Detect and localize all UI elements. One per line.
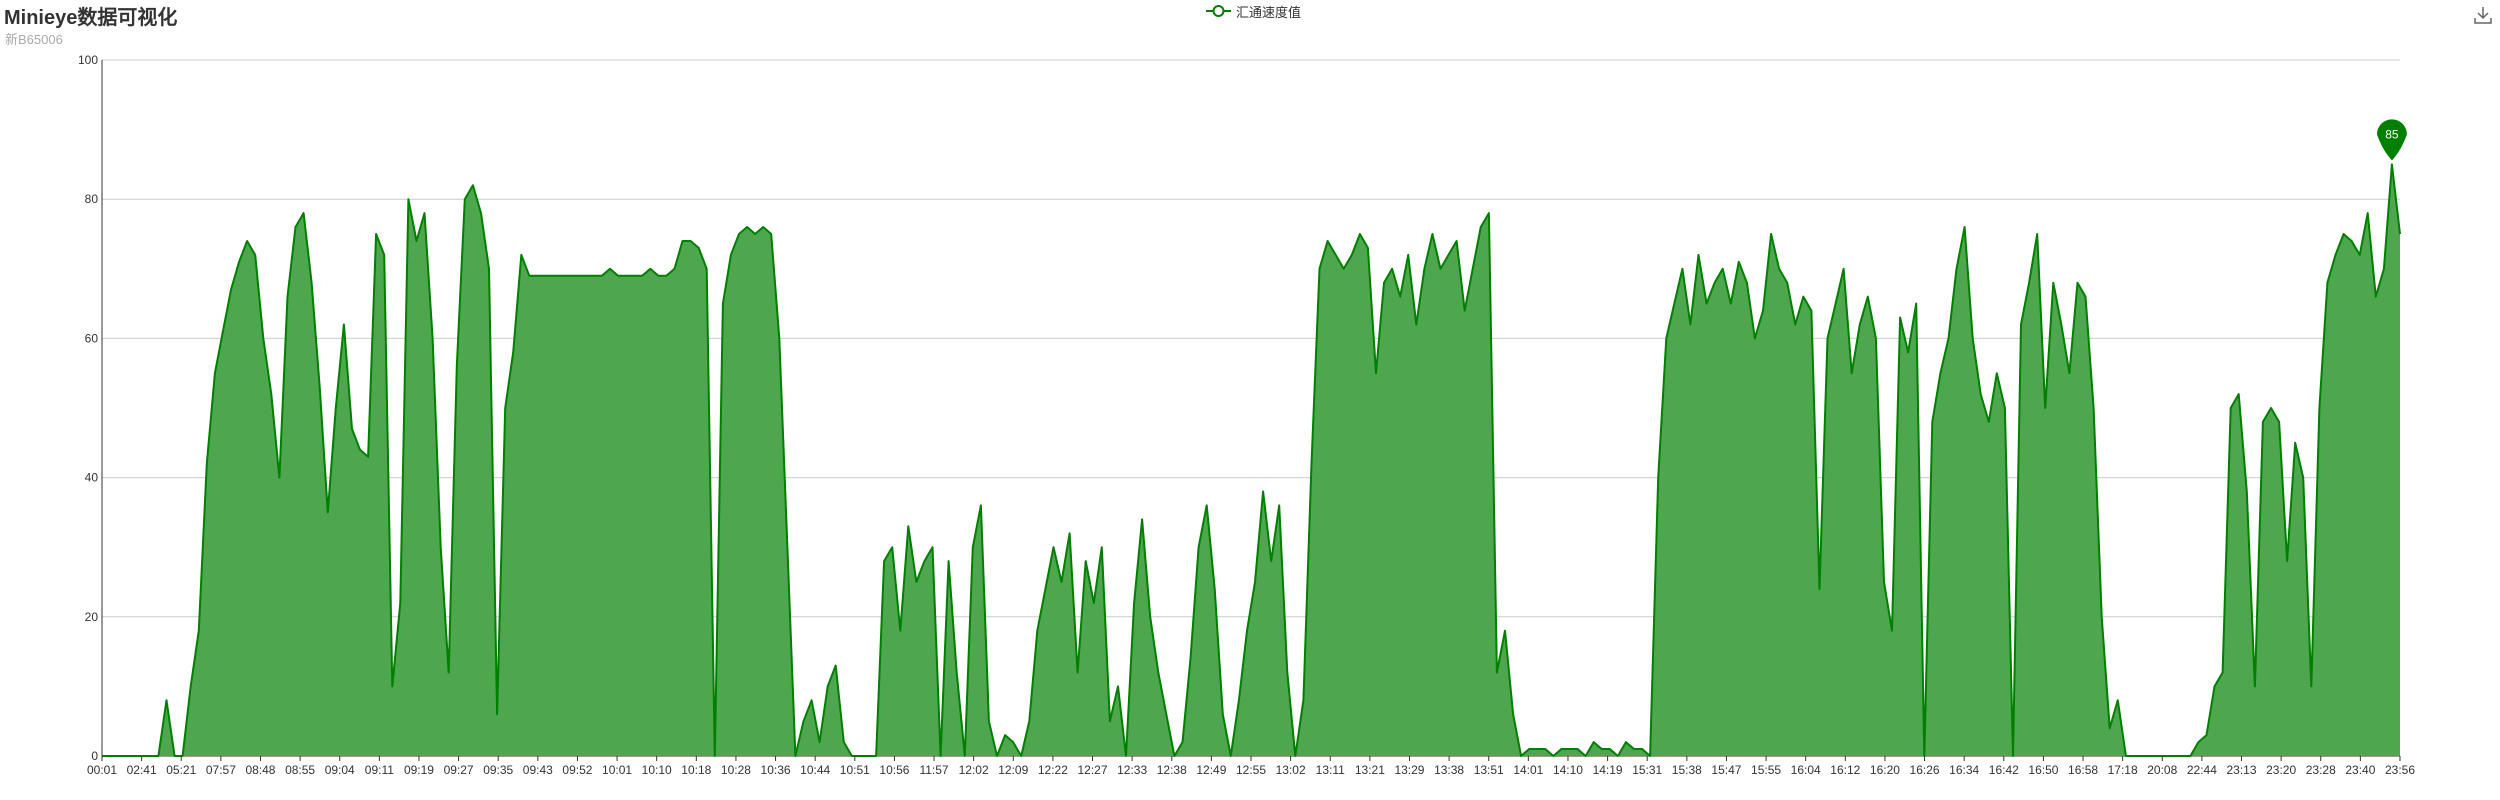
x-tick-label: 15:55 (1751, 763, 1781, 777)
y-tick-label: 0 (91, 749, 98, 763)
chart-title: Minieye数据可视化 (4, 7, 178, 29)
x-tick-label: 16:04 (1791, 763, 1821, 777)
x-tick-labels: 00:01 02:41 05:21 07:57 08:48 08:55 09:04 09:11… (87, 756, 2415, 777)
x-tick-label: 13:51 (1474, 763, 1504, 777)
x-tick-label: 07:57 (206, 763, 236, 777)
x-tick-label: 13:02 (1276, 763, 1306, 777)
x-tick-label: 10:51 (840, 763, 870, 777)
y-tick-label: 20 (85, 610, 99, 624)
x-tick-label: 12:22 (1038, 763, 1068, 777)
x-tick-label: 13:38 (1434, 763, 1464, 777)
x-tick-label: 12:49 (1196, 763, 1226, 777)
download-icon[interactable] (2472, 4, 2494, 26)
x-tick-label: 10:28 (721, 763, 751, 777)
x-tick-label: 16:20 (1870, 763, 1900, 777)
x-tick-label: 20:08 (2147, 763, 2177, 777)
y-tick-label: 60 (85, 331, 99, 345)
legend-label: 汇通速度值 (1236, 4, 1302, 20)
x-tick-label: 14:10 (1553, 763, 1583, 777)
x-tick-label: 22:44 (2187, 763, 2217, 777)
x-tick-label: 12:27 (1078, 763, 1108, 777)
x-tick-label: 00:01 (87, 763, 117, 777)
legend-item[interactable]: 汇通速度值 (1206, 1, 1301, 21)
max-marker-label: 85 (2385, 127, 2399, 141)
x-tick-label: 12:33 (1117, 763, 1147, 777)
x-tick-label: 23:40 (2345, 763, 2375, 777)
x-tick-label: 23:13 (2227, 763, 2257, 777)
x-tick-label: 14:19 (1593, 763, 1623, 777)
x-tick-label: 09:35 (483, 763, 513, 777)
x-tick-label: 12:38 (1157, 763, 1187, 777)
x-tick-label: 10:44 (800, 763, 830, 777)
x-tick-label: 09:19 (404, 763, 434, 777)
x-tick-label: 16:50 (2028, 763, 2058, 777)
x-tick-label: 14:01 (1513, 763, 1543, 777)
x-tick-label: 09:43 (523, 763, 553, 777)
x-tick-label: 15:38 (1672, 763, 1702, 777)
x-tick-label: 10:18 (681, 763, 711, 777)
series-line (102, 163, 2401, 757)
x-tick-label: 17:18 (2108, 763, 2138, 777)
x-tick-label: 23:56 (2385, 763, 2415, 777)
x-tick-label: 09:04 (325, 763, 355, 777)
x-tick-label: 16:42 (1989, 763, 2019, 777)
x-tick-label: 09:11 (365, 763, 394, 777)
x-tick-label: 10:56 (879, 763, 909, 777)
x-tick-label: 11:57 (919, 763, 948, 777)
y-tick-label: 40 (85, 471, 99, 485)
x-tick-label: 16:34 (1949, 763, 1979, 777)
max-marker-pin (2376, 119, 2407, 161)
series-area-fill (102, 164, 2400, 756)
x-tick-label: 08:48 (245, 763, 275, 777)
x-tick-label: 12:02 (959, 763, 989, 777)
legend-marker-icon (1206, 5, 1231, 17)
x-tick-label: 15:31 (1632, 763, 1662, 777)
x-tick-label: 13:29 (1394, 763, 1424, 777)
x-tick-label: 09:27 (444, 763, 474, 777)
x-tick-label: 02:41 (127, 763, 157, 777)
x-tick-label: 16:26 (1910, 763, 1940, 777)
y-tick-label: 80 (85, 192, 99, 206)
x-tick-label: 23:20 (2266, 763, 2296, 777)
y-tick-labels: 0 20 40 60 80 100 (78, 53, 98, 763)
chart-subtitle: 新B65006 (5, 32, 63, 47)
x-tick-label: 10:10 (642, 763, 672, 777)
x-tick-label: 09:52 (562, 763, 592, 777)
series-area (102, 163, 2401, 757)
x-tick-label: 10:01 (602, 763, 632, 777)
x-tick-label: 15:47 (1711, 763, 1741, 777)
max-marker: 85 (2376, 119, 2407, 161)
x-tick-label: 16:58 (2068, 763, 2098, 777)
x-tick-label: 05:21 (166, 763, 196, 777)
x-tick-label: 12:09 (998, 763, 1028, 777)
x-tick-label: 23:28 (2306, 763, 2336, 777)
x-tick-label: 16:12 (1830, 763, 1860, 777)
x-tick-label: 13:11 (1316, 763, 1345, 777)
x-tick-label: 12:55 (1236, 763, 1266, 777)
y-tick-label: 100 (78, 53, 98, 67)
x-tick-label: 13:21 (1355, 763, 1385, 777)
x-tick-label: 10:36 (761, 763, 791, 777)
x-tick-label: 08:55 (285, 763, 315, 777)
